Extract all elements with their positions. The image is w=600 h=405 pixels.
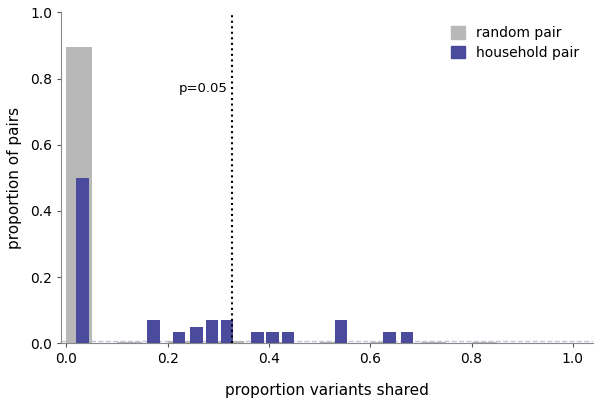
Bar (281, 332, 294, 343)
Bar (117, 342, 142, 343)
Legend: random pair, household pair: random pair, household pair (444, 19, 586, 67)
Bar (76, 178, 89, 343)
Bar (251, 332, 264, 343)
Bar (370, 342, 395, 343)
Bar (472, 342, 497, 343)
Bar (269, 342, 294, 343)
Bar (335, 320, 347, 343)
Bar (266, 332, 279, 343)
Bar (173, 332, 185, 343)
Bar (320, 342, 345, 343)
Bar (167, 341, 193, 343)
Bar (218, 341, 244, 343)
Bar (383, 332, 395, 343)
Bar (221, 320, 233, 343)
X-axis label: proportion variants shared: proportion variants shared (225, 383, 429, 398)
Y-axis label: proportion of pairs: proportion of pairs (7, 107, 22, 249)
Bar (421, 342, 446, 343)
Bar (148, 320, 160, 343)
Bar (206, 320, 218, 343)
Bar (401, 332, 413, 343)
Bar (190, 327, 203, 343)
Text: p=0.05: p=0.05 (179, 82, 227, 95)
Bar (67, 47, 92, 343)
